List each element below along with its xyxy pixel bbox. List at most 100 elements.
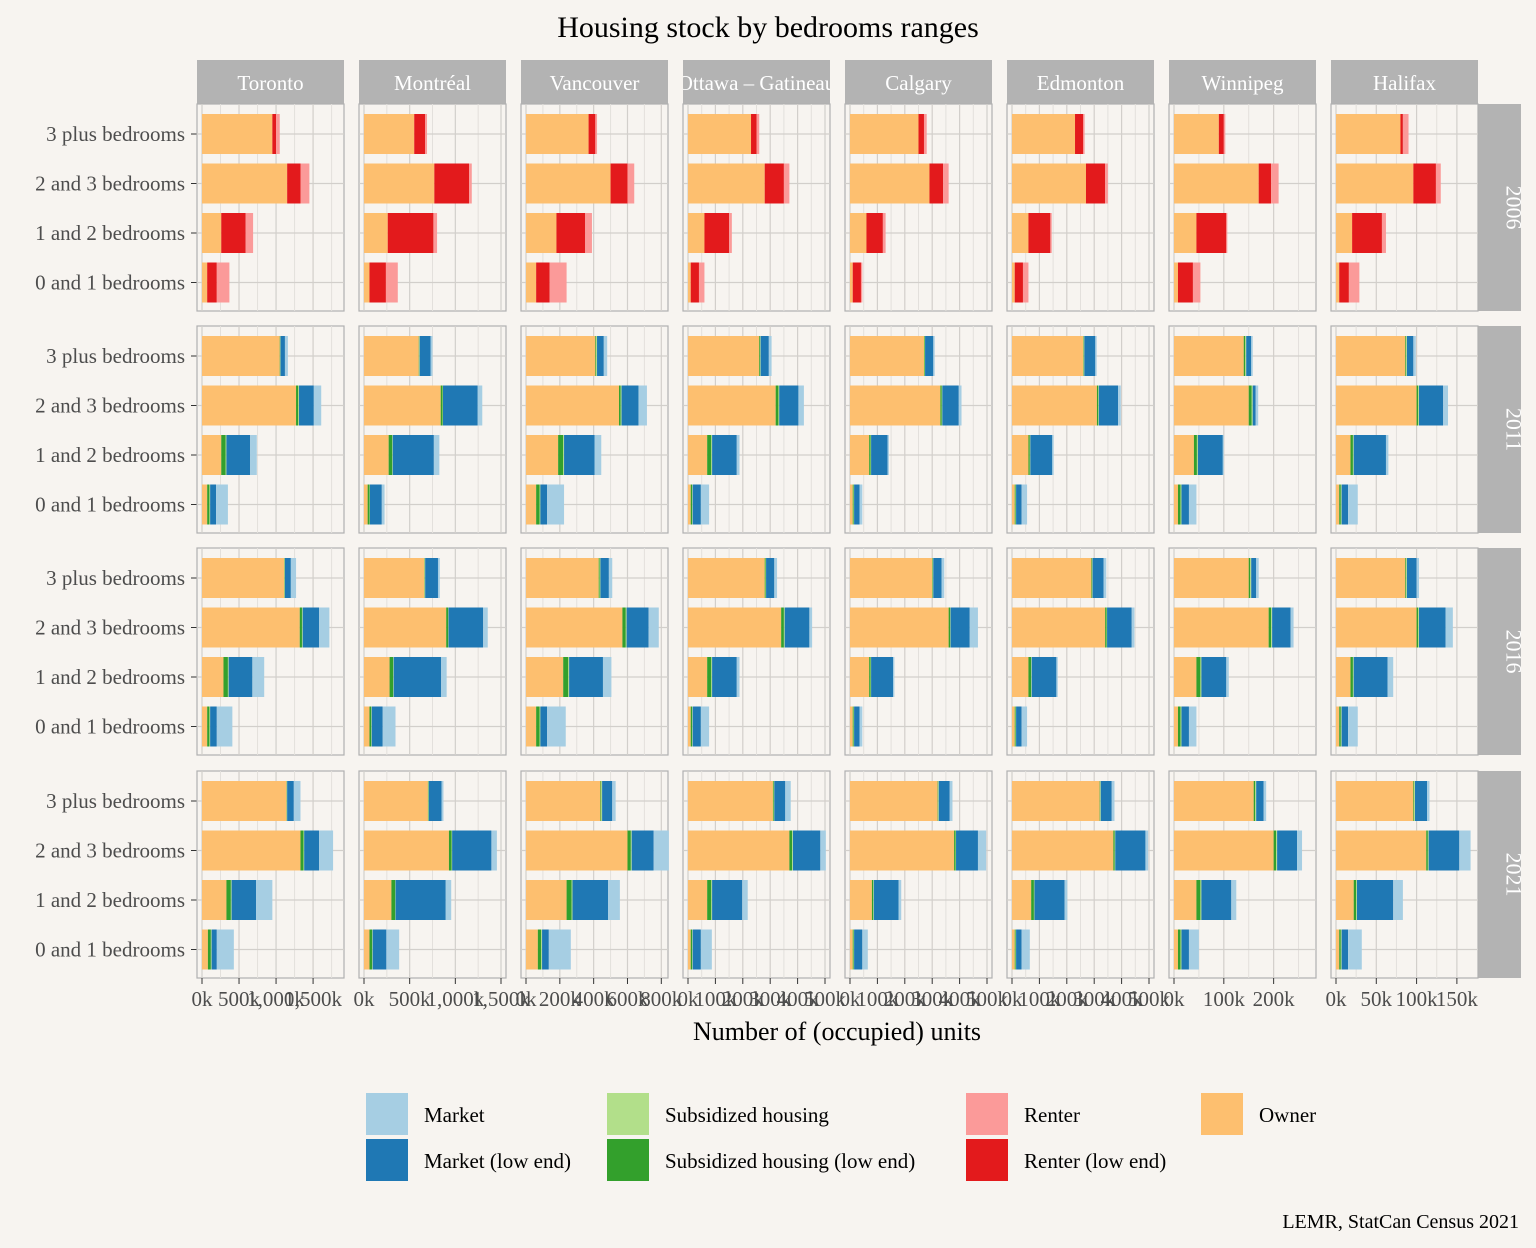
bar-subsidized-housing xyxy=(783,607,785,648)
bar-renter xyxy=(729,213,732,253)
y-tick-label: 2 and 3 bedrooms xyxy=(35,172,185,196)
facet-strip-year-2016: 2016 xyxy=(1476,548,1527,755)
bar-owner xyxy=(364,607,447,648)
x-tick-label: 500k xyxy=(389,987,432,1011)
bar-market-low-end xyxy=(950,607,970,648)
bar-renter xyxy=(300,163,310,204)
legend-label: Renter xyxy=(1024,1103,1080,1127)
bar-market xyxy=(313,385,322,426)
facet-strip-bg xyxy=(359,60,506,104)
bar-subsidized-housing-low-end xyxy=(299,607,302,648)
bar-subsidized-housing-low-end xyxy=(391,880,396,920)
bar-subsidized-housing-low-end xyxy=(1253,781,1256,821)
bar-market-low-end xyxy=(692,706,701,747)
bar-renter-low-end xyxy=(751,114,757,154)
bar-market-low-end xyxy=(1341,706,1349,747)
bar-subsidized-housing xyxy=(853,484,855,525)
bar-market xyxy=(774,558,778,598)
bar-subsidized-housing-low-end xyxy=(369,929,373,970)
bar-subsidized-housing-low-end xyxy=(937,781,939,821)
bar-market xyxy=(1251,336,1253,376)
bar-subsidized-housing-low-end xyxy=(296,385,299,426)
facet-strip-label: Ottawa – Gatineau xyxy=(678,71,836,95)
facet-panel-vancouver-2016 xyxy=(520,547,669,756)
bar-subsidized-housing xyxy=(938,781,939,821)
bar-market-low-end xyxy=(1341,929,1349,970)
bar-subsidized-housing-low-end xyxy=(440,385,443,426)
bar-market-low-end xyxy=(600,558,609,598)
y-tick-label: 2 and 3 bedrooms xyxy=(35,616,185,640)
bar-owner xyxy=(364,385,441,426)
bar-renter xyxy=(425,114,428,154)
bar-owner xyxy=(850,114,919,154)
facet-panel-ottawa-gatineau-2011 xyxy=(682,325,831,534)
bar-renter xyxy=(1348,262,1360,303)
bar-market xyxy=(430,336,433,376)
bar-market-low-end xyxy=(231,880,257,920)
facet-panel-edmonton-2021 xyxy=(1006,770,1155,979)
bar-subsidized-housing-low-end xyxy=(1413,781,1415,821)
x-tick-label: 100k xyxy=(1018,987,1061,1011)
bar-subsidized-housing xyxy=(1352,435,1354,475)
bar-market xyxy=(1297,830,1303,871)
bar-market xyxy=(1021,484,1028,525)
bar-subsidized-housing-low-end xyxy=(221,435,226,475)
bar-subsidized-housing-low-end xyxy=(1193,435,1197,475)
bar-subsidized-housing xyxy=(1418,385,1420,426)
bar-renter-low-end xyxy=(207,262,217,303)
bar-market xyxy=(809,607,813,648)
bar-subsidized-housing-low-end xyxy=(563,657,569,697)
bar-subsidized-housing-low-end xyxy=(446,607,449,648)
facet-strip-bg xyxy=(521,60,668,104)
bar-renter xyxy=(627,163,635,204)
facet-panel-halifax-2021 xyxy=(1330,770,1479,979)
chart-caption: LEMR, StatCan Census 2021 xyxy=(1282,1211,1519,1233)
bar-market-low-end xyxy=(1197,435,1223,475)
bar-market-low-end xyxy=(540,484,548,525)
bar-market xyxy=(477,385,483,426)
bar-owner xyxy=(1174,830,1274,871)
bar-market xyxy=(483,607,488,648)
bar-owner xyxy=(688,607,782,648)
bar-subsidized-housing-low-end xyxy=(600,781,602,821)
bar-owner xyxy=(526,929,538,970)
bar-subsidized-housing xyxy=(571,880,573,920)
bar-owner xyxy=(1336,114,1401,154)
bar-market-low-end xyxy=(1098,385,1119,426)
bar-market xyxy=(608,558,613,598)
bar-market xyxy=(862,929,868,970)
bar-owner xyxy=(1174,607,1269,648)
bar-subsidized-housing-low-end xyxy=(223,657,228,697)
legend-label: Market (low end) xyxy=(424,1149,571,1173)
bar-owner xyxy=(1012,262,1015,303)
bar-owner xyxy=(202,163,288,204)
bar-market-low-end xyxy=(226,435,251,475)
bar-subsidized-housing xyxy=(301,607,303,648)
bar-subsidized-housing-low-end xyxy=(1268,607,1272,648)
bar-market xyxy=(1226,657,1229,697)
bar-renter-low-end xyxy=(287,163,301,204)
bar-market-low-end xyxy=(933,558,942,598)
bar-market-low-end xyxy=(304,830,320,871)
bar-subsidized-housing xyxy=(1083,336,1085,376)
bar-owner xyxy=(1336,929,1340,970)
facet-panel-winnipeg-2011 xyxy=(1168,325,1317,534)
bar-renter-low-end xyxy=(704,213,730,253)
legend-label: Renter (low end) xyxy=(1024,1149,1166,1173)
bar-subsidized-housing xyxy=(853,929,855,970)
bar-owner xyxy=(688,385,776,426)
bar-market xyxy=(612,781,616,821)
bar-subsidized-housing xyxy=(873,880,874,920)
x-tick-label: 0k xyxy=(1164,987,1186,1011)
bar-subsidized-housing xyxy=(765,558,767,598)
facet-strip-label: Edmonton xyxy=(1037,71,1125,95)
bar-market xyxy=(859,706,863,747)
bar-subsidized-housing-low-end xyxy=(1083,336,1084,376)
bar-market-low-end xyxy=(1419,607,1446,648)
bar-subsidized-housing-low-end xyxy=(869,435,871,475)
bar-subsidized-housing-low-end xyxy=(388,435,393,475)
bar-owner xyxy=(364,213,388,253)
bar-owner xyxy=(1012,213,1029,253)
bar-market-low-end xyxy=(280,336,285,376)
bar-subsidized-housing xyxy=(1255,781,1257,821)
